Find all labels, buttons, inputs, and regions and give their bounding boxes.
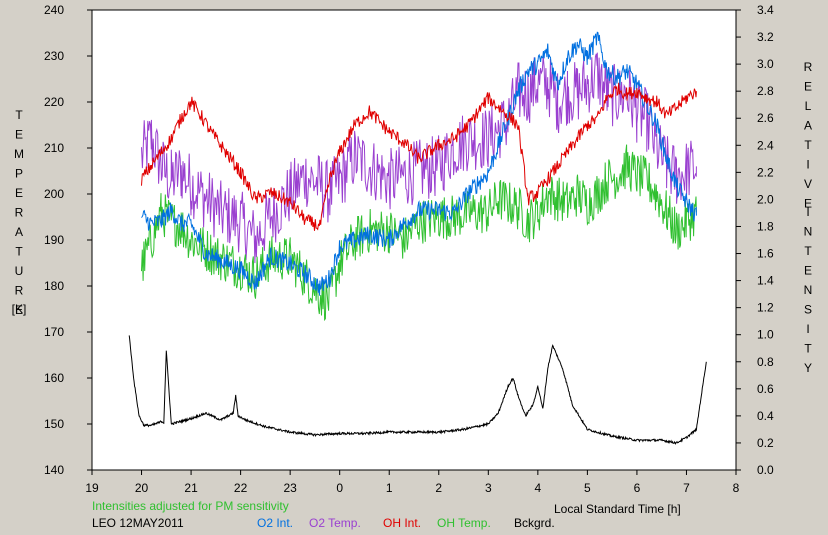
right-tick-label: 1.6 (757, 247, 774, 261)
right-axis-letter: V (804, 177, 812, 191)
series-bckgrd-line (128, 335, 707, 445)
series-o2-int-line (141, 31, 697, 296)
left-axis-unit: [K] (12, 302, 27, 316)
x-tick-label: 21 (184, 481, 198, 495)
x-tick-label: 8 (733, 481, 740, 495)
right-tick-label: 0.0 (757, 463, 774, 477)
series-oh-int-line (141, 82, 697, 231)
x-tick-label: 22 (234, 481, 248, 495)
right-axis-letter: T (804, 138, 812, 152)
legend-oh-int: OH Int. (383, 516, 421, 530)
left-tick-label: 190 (44, 233, 64, 247)
right-tick-label: 0.6 (757, 382, 774, 396)
left-tick-label: 220 (44, 95, 64, 109)
left-axis-letter: E (15, 186, 23, 200)
x-tick-label: 4 (535, 481, 542, 495)
right-tick-label: 2.0 (757, 192, 774, 206)
right-axis-letter: R (804, 60, 813, 74)
x-tick-label: 5 (584, 481, 591, 495)
right-axis-letter: Y (804, 361, 812, 375)
right-axis-letter: E (804, 197, 812, 211)
left-tick-label: 230 (44, 49, 64, 63)
right-tick-label: 1.4 (757, 274, 774, 288)
legend-oh-temp: OH Temp. (437, 516, 491, 530)
right-axis-letter: S (804, 303, 812, 317)
legend: O2 Int. O2 Temp. OH Int. OH Temp. Bckgrd. (257, 516, 555, 530)
series-layer (128, 31, 707, 445)
left-axis-letter: E (15, 128, 23, 142)
right-tick-label: 1.0 (757, 328, 774, 342)
x-axis-ticks: 19 20 21 22 23 0 1 2 3 4 5 6 7 8 (85, 470, 740, 495)
left-axis-ticks: 140 150 160 170 180 190 200 210 220 230 240 (44, 3, 92, 477)
right-axis-letter: I (806, 322, 809, 336)
x-tick-label: 19 (85, 481, 99, 495)
series-oh-temp-line (141, 144, 697, 322)
left-axis-letter: R (15, 284, 24, 298)
x-tick-label: 0 (336, 481, 343, 495)
right-tick-label: 3.4 (757, 3, 774, 17)
right-axis-letter: I (806, 205, 809, 219)
left-tick-label: 140 (44, 463, 64, 477)
right-axis-letter: N (804, 225, 813, 239)
right-axis-ticks: 0.0 0.2 0.4 0.6 0.8 1.0 1.2 1.4 1.6 1.8 2.0 2.2 2.4 2… (736, 3, 774, 477)
left-tick-label: 150 (44, 417, 64, 431)
right-tick-label: 0.2 (757, 436, 774, 450)
right-tick-label: 2.2 (757, 165, 774, 179)
right-axis-letter: A (804, 119, 812, 133)
left-axis-letter: U (15, 264, 24, 278)
right-tick-label: 2.8 (757, 84, 774, 98)
left-tick-label: 180 (44, 279, 64, 293)
x-tick-label: 1 (386, 481, 393, 495)
left-axis-letter: P (15, 167, 23, 181)
left-tick-label: 170 (44, 325, 64, 339)
right-tick-label: 2.4 (757, 138, 774, 152)
x-tick-label: 20 (135, 481, 149, 495)
right-axis-letter: I (806, 158, 809, 172)
pm-sensitivity-note: Intensities adjusted for PM sensitivity (92, 499, 289, 513)
left-axis-letter: T (15, 245, 23, 259)
right-tick-label: 1.8 (757, 219, 774, 233)
series-o2-temp-line (141, 52, 697, 264)
left-axis-letter: R (15, 206, 24, 220)
legend-o2-temp: O2 Temp. (309, 516, 361, 530)
right-tick-label: 3.0 (757, 57, 774, 71)
left-axis-letter: E (15, 303, 23, 317)
station-date: LEO 12MAY2011 (92, 516, 184, 530)
x-tick-label: 2 (435, 481, 442, 495)
legend-bckgrd: Bckgrd. (514, 516, 555, 530)
right-tick-label: 3.2 (757, 30, 774, 44)
left-axis-letter: T (15, 108, 23, 122)
left-axis-letter: M (14, 147, 24, 161)
left-tick-label: 210 (44, 141, 64, 155)
left-axis-letter: A (15, 225, 23, 239)
x-tick-label: 3 (485, 481, 492, 495)
x-axis-label: Local Standard Time [h] (554, 502, 681, 516)
right-axis-letter: E (804, 264, 812, 278)
left-tick-label: 160 (44, 371, 64, 385)
left-tick-label: 240 (44, 3, 64, 17)
left-tick-label: 200 (44, 187, 64, 201)
legend-o2-int: O2 Int. (257, 516, 293, 530)
right-axis-letter: E (804, 80, 812, 94)
right-tick-label: 0.8 (757, 355, 774, 369)
right-tick-label: 0.4 (757, 409, 774, 423)
right-tick-label: 1.2 (757, 301, 774, 315)
right-axis-letter: L (805, 99, 812, 113)
plot-area (92, 10, 736, 470)
right-axis-letter: N (804, 283, 813, 297)
right-tick-label: 2.6 (757, 111, 774, 125)
right-axis-letter: T (804, 244, 812, 258)
x-tick-label: 23 (283, 481, 297, 495)
right-axis-letter: T (804, 342, 812, 356)
x-tick-label: 7 (683, 481, 690, 495)
x-tick-label: 6 (634, 481, 641, 495)
